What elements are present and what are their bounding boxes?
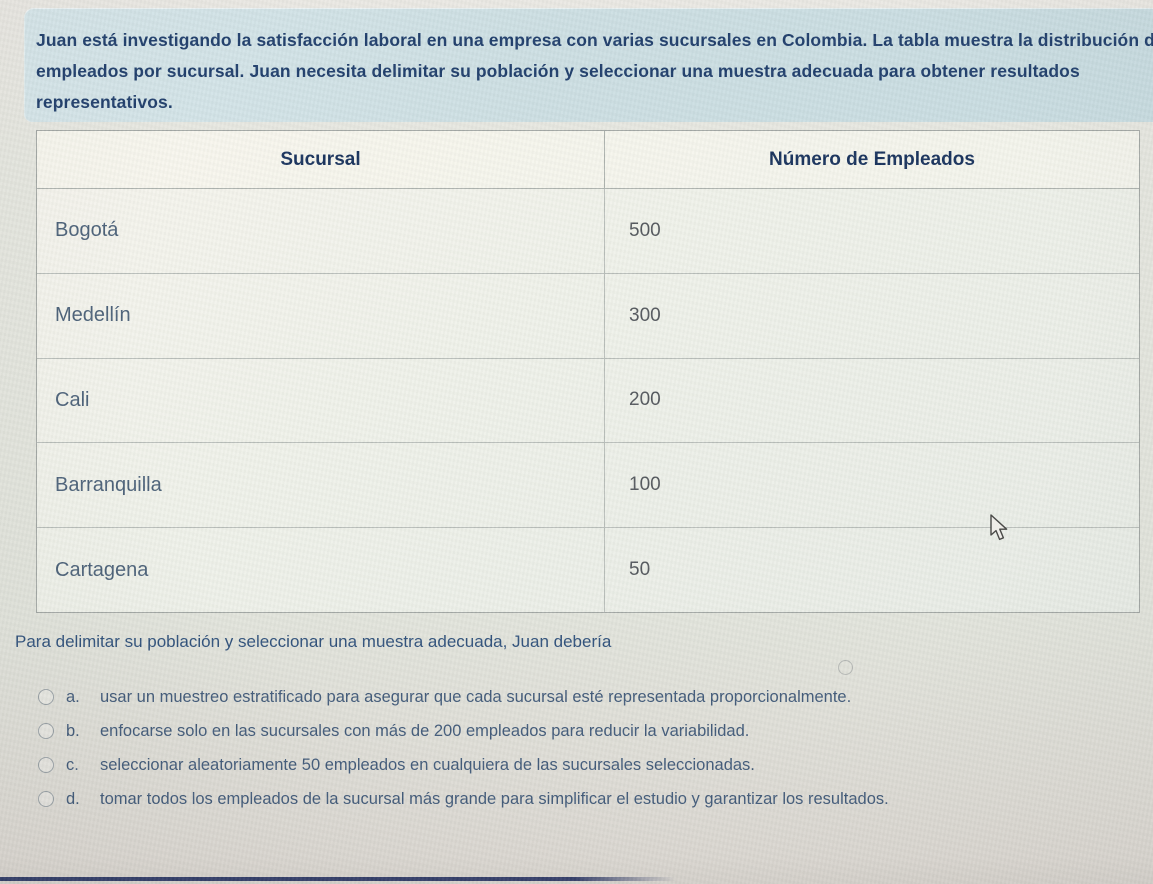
faint-ring-artifact bbox=[838, 660, 853, 675]
employees-table: Sucursal Número de Empleados Bogotá 500 … bbox=[36, 130, 1140, 613]
cell-sucursal: Cartagena bbox=[37, 528, 605, 612]
table-row: Cali 200 bbox=[37, 357, 1139, 443]
column-header-sucursal: Sucursal bbox=[37, 131, 605, 188]
cell-empleados: 200 bbox=[629, 389, 661, 411]
question-stem: Para delimitar su población y selecciona… bbox=[15, 632, 612, 651]
option-letter: a. bbox=[66, 687, 80, 706]
question-prompt-panel: Juan está investigando la satisfacción l… bbox=[24, 8, 1153, 122]
option-text[interactable]: enfocarse solo en las sucursales con más… bbox=[100, 721, 750, 740]
table-row: Barranquilla 100 bbox=[37, 442, 1139, 528]
answer-option-b[interactable]: b. enfocarse solo en las sucursales con … bbox=[38, 720, 749, 742]
cell-empleados: 300 bbox=[629, 304, 661, 326]
radio-button-c[interactable] bbox=[38, 757, 54, 773]
radio-button-b[interactable] bbox=[38, 723, 54, 739]
cell-empleados: 100 bbox=[629, 474, 661, 496]
option-letter: b. bbox=[66, 721, 80, 740]
cell-empleados: 50 bbox=[629, 559, 651, 581]
cell-sucursal: Cali bbox=[37, 358, 605, 443]
cell-sucursal: Bogotá bbox=[37, 189, 605, 273]
option-text[interactable]: seleccionar aleatoriamente 50 empleados … bbox=[100, 755, 755, 774]
column-header-numero-empleados: Número de Empleados bbox=[769, 148, 975, 170]
cell-empleados: 500 bbox=[629, 219, 661, 241]
mouse-cursor-icon bbox=[990, 514, 1008, 541]
radio-button-a[interactable] bbox=[38, 689, 54, 705]
cell-sucursal: Medellín bbox=[37, 273, 605, 358]
cell-sucursal: Barranquilla bbox=[37, 443, 605, 528]
answer-option-a[interactable]: a. usar un muestreo estratificado para a… bbox=[38, 686, 851, 708]
option-text[interactable]: tomar todos los empleados de la sucursal… bbox=[100, 789, 889, 808]
option-text[interactable]: usar un muestreo estratificado para aseg… bbox=[100, 687, 852, 706]
table-header-row: Sucursal Número de Empleados bbox=[37, 131, 1139, 189]
table-row: Cartagena 50 bbox=[37, 527, 1139, 612]
table-row: Bogotá 500 bbox=[37, 189, 1139, 273]
prompt-line: Juan está investigando la satisfacción l… bbox=[36, 30, 1153, 50]
option-letter: c. bbox=[66, 755, 79, 774]
table-row: Medellín 300 bbox=[37, 272, 1139, 358]
radio-button-d[interactable] bbox=[38, 791, 54, 807]
answer-option-d[interactable]: d. tomar todos los empleados de la sucur… bbox=[38, 788, 889, 810]
bottom-accent-bar bbox=[0, 877, 676, 881]
question-prompt: Juan está investigando la satisfacción l… bbox=[24, 8, 1153, 118]
option-letter: d. bbox=[66, 789, 80, 808]
prompt-line: representativos. bbox=[36, 92, 173, 112]
prompt-line: empleados por sucursal. Juan necesita de… bbox=[36, 61, 1080, 81]
answer-option-c[interactable]: c. seleccionar aleatoriamente 50 emplead… bbox=[38, 754, 755, 776]
